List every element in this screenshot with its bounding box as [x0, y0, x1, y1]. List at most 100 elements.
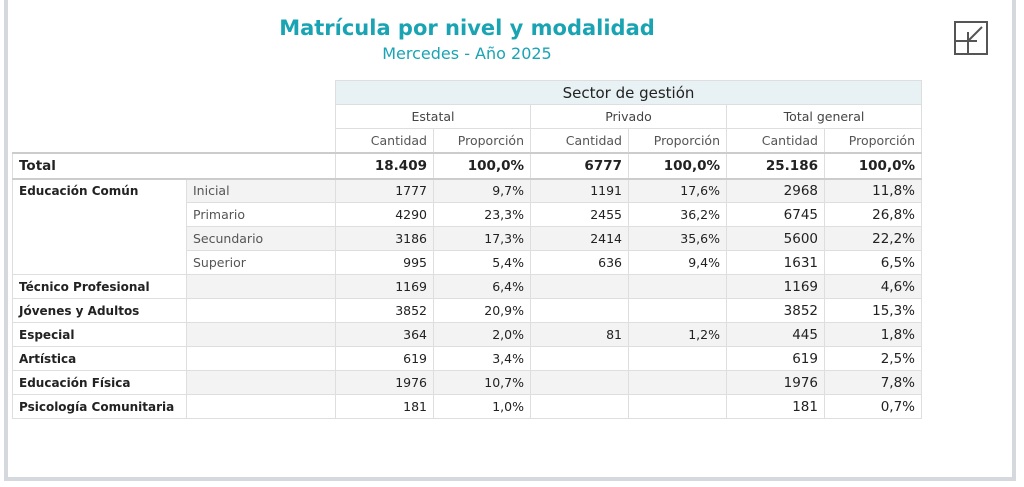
enrollment-table: Sector de gestión Estatal Privado Total … — [12, 80, 922, 419]
row-subcategory: Superior — [186, 250, 336, 275]
subheader-proporcion: Proporción — [628, 128, 727, 153]
cell-value — [628, 370, 727, 395]
cell-value: 9,7% — [433, 178, 531, 203]
cell-value: 17,6% — [628, 178, 727, 203]
cell-value: 364 — [335, 322, 434, 347]
row-category: Técnico Profesional — [12, 274, 187, 299]
cell-value: 636 — [530, 250, 629, 275]
cell-value — [628, 298, 727, 323]
table-row: Artística 619 3,4% 619 2,5% — [12, 346, 922, 371]
table-row: Superior 995 5,4% 636 9,4% 1631 6,5% — [13, 250, 922, 275]
row-subcategory — [186, 370, 336, 395]
subheader-proporcion: Proporción — [824, 128, 922, 153]
group-header: Estatal — [335, 104, 531, 129]
total-value: 100,0% — [824, 151, 922, 180]
row-category: Jóvenes y Adultos — [12, 298, 187, 323]
total-label: Total — [12, 151, 336, 180]
cell-value: 5,4% — [433, 250, 531, 275]
table-row: Técnico Profesional 1169 6,4% 1169 4,6% — [12, 274, 922, 299]
report-frame — [4, 0, 1016, 481]
cell-value — [628, 274, 727, 299]
table-row: Psicología Comunitaria 181 1,0% 181 0,7% — [12, 394, 922, 419]
total-value: 100,0% — [433, 151, 531, 180]
cell-value: 22,2% — [824, 226, 922, 251]
table-row: Secundario 3186 17,3% 2414 35,6% 5600 22,2% — [13, 226, 922, 251]
cell-value: 181 — [726, 394, 825, 419]
cell-value: 36,2% — [628, 202, 727, 227]
cell-value: 1,0% — [433, 394, 531, 419]
cell-value: 2968 — [726, 178, 825, 203]
cell-value: 6745 — [726, 202, 825, 227]
row-subcategory — [186, 322, 336, 347]
cell-value: 4290 — [335, 202, 434, 227]
total-value: 25.186 — [726, 151, 825, 180]
row-subcategory: Secundario — [186, 226, 336, 251]
collapse-arrow-icon[interactable] — [954, 21, 988, 55]
table-row: Jóvenes y Adultos 3852 20,9% 3852 15,3% — [12, 298, 922, 323]
cell-value: 2414 — [530, 226, 629, 251]
group-header: Privado — [530, 104, 727, 129]
cell-value — [530, 274, 629, 299]
cell-value — [530, 346, 629, 371]
cell-value: 2,0% — [433, 322, 531, 347]
cell-value: 3852 — [335, 298, 434, 323]
cell-value: 1777 — [335, 178, 434, 203]
row-subcategory — [186, 274, 336, 299]
row-category: Especial — [12, 322, 187, 347]
table-row: Primario 4290 23,3% 2455 36,2% 6745 26,8% — [13, 202, 922, 227]
cell-value: 4,6% — [824, 274, 922, 299]
cell-value: 1631 — [726, 250, 825, 275]
cell-value: 1976 — [335, 370, 434, 395]
cell-value: 445 — [726, 322, 825, 347]
subheader-cantidad: Cantidad — [726, 128, 825, 153]
cell-value — [530, 370, 629, 395]
cell-value: 1,2% — [628, 322, 727, 347]
row-subcategory — [186, 394, 336, 419]
cell-value: 10,7% — [433, 370, 531, 395]
corner-cell — [12, 80, 336, 153]
cell-value: 0,7% — [824, 394, 922, 419]
cell-value: 995 — [335, 250, 434, 275]
total-value: 6777 — [530, 151, 629, 180]
cell-value: 26,8% — [824, 202, 922, 227]
row-subcategory — [186, 298, 336, 323]
cell-value: 20,9% — [433, 298, 531, 323]
cell-value: 81 — [530, 322, 629, 347]
row-subcategory — [186, 346, 336, 371]
cell-value: 2,5% — [824, 346, 922, 371]
row-category: Educación Física — [12, 370, 187, 395]
cell-value: 5600 — [726, 226, 825, 251]
row-category: Artística — [12, 346, 187, 371]
cell-value — [530, 394, 629, 419]
report-subtitle: Mercedes - Año 2025 — [382, 44, 552, 63]
group-header: Total general — [726, 104, 922, 129]
cell-value: 11,8% — [824, 178, 922, 203]
cell-value: 3186 — [335, 226, 434, 251]
cell-value: 9,4% — [628, 250, 727, 275]
cell-value: 7,8% — [824, 370, 922, 395]
cell-value: 2455 — [530, 202, 629, 227]
cell-value: 23,3% — [433, 202, 531, 227]
cell-value — [628, 346, 727, 371]
cell-value: 6,5% — [824, 250, 922, 275]
total-value: 100,0% — [628, 151, 727, 180]
cell-value: 619 — [726, 346, 825, 371]
cell-value: 6,4% — [433, 274, 531, 299]
cell-value: 35,6% — [628, 226, 727, 251]
row-category: Educación Común — [12, 178, 187, 275]
cell-value — [628, 394, 727, 419]
row-category: Psicología Comunitaria — [12, 394, 187, 419]
total-value: 18.409 — [335, 151, 434, 180]
table-row: Educación Física 1976 10,7% 1976 7,8% — [12, 370, 922, 395]
subheader-cantidad: Cantidad — [335, 128, 434, 153]
cell-value: 3,4% — [433, 346, 531, 371]
cell-value: 1976 — [726, 370, 825, 395]
report-title: Matrícula por nivel y modalidad — [279, 16, 655, 40]
cell-value: 181 — [335, 394, 434, 419]
table-row: Especial 364 2,0% 81 1,2% 445 1,8% — [12, 322, 922, 347]
table-row: Educación Común Inicial 1777 9,7% 1191 17,6% 2… — [12, 178, 922, 275]
sector-header: Sector de gestión — [335, 80, 922, 105]
row-subcategory: Primario — [186, 202, 336, 227]
cell-value: 15,3% — [824, 298, 922, 323]
cell-value: 3852 — [726, 298, 825, 323]
